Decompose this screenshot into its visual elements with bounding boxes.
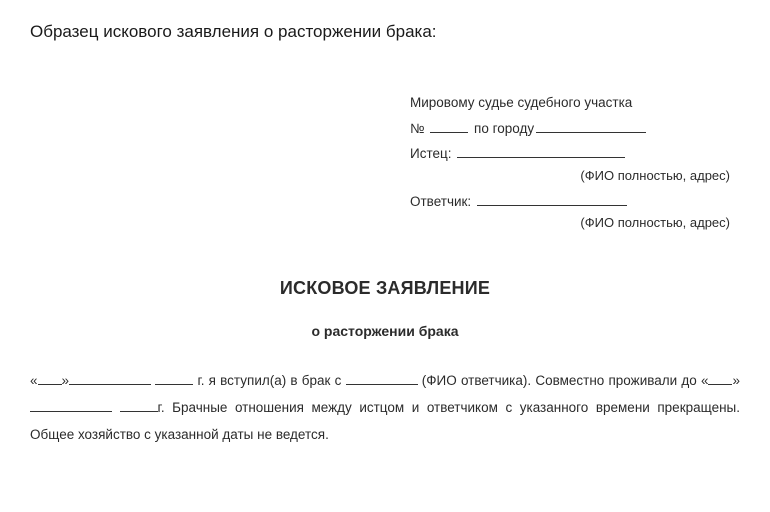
body-seg7: г. Брачные отношения между истцом и отве…	[30, 400, 740, 442]
blank-city[interactable]	[536, 132, 646, 133]
defendant-label: Ответчик:	[410, 194, 471, 209]
blank-month-1[interactable]	[69, 384, 151, 385]
body-seg3: г. я вступил(а) в брак с	[197, 373, 341, 388]
blank-day-1[interactable]	[38, 384, 62, 385]
court-line: Мировому судье судебного участка	[410, 90, 730, 116]
document-subtitle: о расторжении брака	[30, 323, 740, 339]
blank-month-2[interactable]	[30, 411, 112, 412]
plaintiff-label: Истец:	[410, 146, 451, 161]
quote-close-1: »	[62, 373, 70, 388]
city-label: по городу	[474, 121, 534, 136]
blank-year-2[interactable]	[120, 411, 158, 412]
page-heading: Образец искового заявления о расторжении…	[30, 22, 740, 42]
blank-court-number[interactable]	[430, 132, 468, 133]
blank-spouse-name[interactable]	[346, 384, 418, 385]
body-seg4: (ФИО ответчика). Совместно проживали до	[422, 373, 697, 388]
blank-day-2[interactable]	[708, 384, 732, 385]
document-title: ИСКОВОЕ ЗАЯВЛЕНИЕ	[30, 278, 740, 299]
blank-plaintiff[interactable]	[457, 157, 625, 158]
blank-defendant[interactable]	[477, 205, 627, 206]
plaintiff-hint: (ФИО полностью, адрес)	[410, 164, 730, 189]
number-label: №	[410, 121, 424, 136]
court-number-line: № по городу	[410, 116, 730, 142]
quote-open-1: «	[30, 373, 38, 388]
body-paragraph: « » г. я вступил(а) в брак с (ФИО ответчи…	[30, 367, 740, 448]
defendant-hint: (ФИО полностью, адрес)	[410, 211, 730, 236]
document-header: Мировому судье судебного участка № по го…	[410, 90, 730, 236]
quote-open-2: «	[701, 373, 709, 388]
blank-year-1[interactable]	[155, 384, 193, 385]
quote-close-2: »	[732, 373, 740, 388]
